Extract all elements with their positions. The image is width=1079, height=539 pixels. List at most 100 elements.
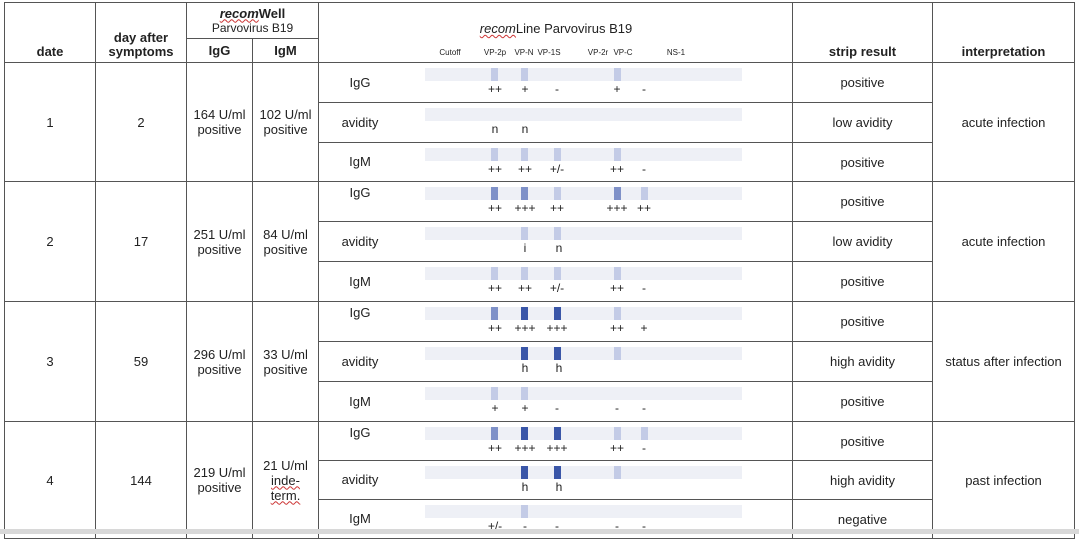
- band-score: -: [555, 401, 559, 415]
- cell-day: 2: [95, 62, 187, 182]
- band-score: +/-: [549, 281, 565, 295]
- test-strip: [425, 387, 742, 400]
- band-score: -: [555, 82, 559, 96]
- strip-result-value: positive: [840, 274, 885, 289]
- strip-band: [614, 466, 621, 479]
- band-score: +++: [514, 201, 536, 215]
- strip-cell: IgG ++ +++ +++ ++ -: [318, 421, 793, 461]
- test-strip: [425, 466, 742, 479]
- strip-result-value: positive: [840, 433, 885, 449]
- strip-row: 3 59 296 U/ml positive 33 U/ml positive IgG ++ +…: [4, 301, 1075, 422]
- interpretation-value: acute infection: [961, 114, 1046, 130]
- igm-value: 33 U/ml: [263, 346, 308, 362]
- band-score: ++: [549, 201, 565, 215]
- test-strip: [425, 505, 742, 518]
- recomwell-title: recomWell: [187, 6, 318, 21]
- day-value: 144: [130, 472, 152, 488]
- strip-result-value: low avidity: [832, 115, 893, 130]
- test-strip: [425, 307, 742, 320]
- igg-status: positive: [197, 361, 242, 377]
- test-strip: [425, 108, 742, 121]
- band-score: -: [642, 162, 646, 176]
- band-label-vp1s: VP-1S: [537, 48, 561, 57]
- cell-igm-elisa: 84 U/ml positive: [252, 181, 319, 302]
- band-score: ++: [487, 321, 503, 335]
- strip-band: [521, 227, 528, 240]
- strip-cell: avidity h h: [318, 460, 793, 500]
- strip-band: [614, 307, 621, 320]
- igm-value: 84 U/ml: [263, 226, 308, 242]
- strip-cell: IgG ++ +++ ++ +++ ++: [318, 181, 793, 222]
- cell-strip-result: positive: [792, 381, 933, 422]
- strip-result-value: high avidity: [829, 472, 896, 488]
- igm-value: 21 U/ml: [263, 457, 308, 473]
- strip-band: [554, 427, 561, 440]
- band-label-vp2r: VP-2r: [587, 48, 609, 57]
- strip-result-value: positive: [840, 314, 885, 329]
- strip-band: [491, 387, 498, 400]
- igg-status: positive: [197, 122, 242, 137]
- strip-type-label: IgM: [349, 154, 371, 169]
- test-strip: [425, 347, 742, 360]
- header-date-label: date: [36, 44, 64, 59]
- cell-interpretation: past infection: [932, 421, 1075, 539]
- strip-result-value: negative: [837, 511, 888, 527]
- strip-band: [614, 267, 621, 280]
- igg-value: 164 U/ml: [193, 107, 246, 122]
- header-day-label: day after symptoms: [108, 30, 174, 59]
- strip-band: [614, 148, 621, 161]
- interpretation-value: acute infection: [961, 234, 1046, 249]
- strip-result-value: positive: [840, 154, 885, 170]
- strip-band: [641, 187, 648, 200]
- strip-row: IgM ++ ++ +/- ++ - positive: [5, 142, 1075, 182]
- day-value: 17: [133, 234, 149, 249]
- header-igm-label: IgM: [274, 43, 297, 58]
- band-score: -: [642, 441, 646, 455]
- strip-type-label: IgG: [349, 425, 371, 440]
- date-value: 1: [46, 114, 54, 130]
- header-igm: IgM: [252, 38, 319, 63]
- cell-interpretation: acute infection: [932, 181, 1075, 302]
- parvovirus-results-table: date day after symptoms recomWell Parvov…: [4, 2, 1075, 539]
- test-strip: [425, 148, 742, 161]
- header-interpretation: interpretation: [932, 2, 1075, 63]
- band-label-vpc: VP-C: [613, 48, 633, 57]
- strip-band: [554, 148, 561, 161]
- header-recomline: recomLine Parvovirus B19 Cutoff VP-2p VP…: [318, 2, 793, 63]
- cell-date: 2: [4, 181, 96, 302]
- strip-band: [521, 267, 528, 280]
- strip-cell: IgG ++ + - + -: [318, 62, 793, 103]
- strip-band: [521, 347, 528, 360]
- strip-type-label: IgG: [349, 305, 371, 320]
- day-value: 2: [137, 114, 145, 130]
- band-score: h: [521, 361, 529, 375]
- bottom-scroll-area: [0, 529, 1079, 534]
- cell-interpretation: status after infection: [932, 301, 1075, 422]
- band-label-ns1: NS-1: [666, 48, 686, 57]
- results-table-wrapper: date day after symptoms recomWell Parvov…: [4, 2, 1075, 539]
- strip-row: avidity h h high avidity: [5, 460, 1075, 500]
- band-score: -: [642, 82, 646, 96]
- band-score: i: [523, 241, 527, 255]
- cell-igg-elisa: 251 U/ml positive: [186, 181, 253, 302]
- cell-date: 1: [4, 62, 96, 182]
- interpretation-value: status after infection: [945, 354, 1062, 369]
- band-score: +: [491, 401, 499, 415]
- band-score: +: [640, 321, 648, 335]
- band-score: ++: [487, 201, 503, 215]
- band-score: +: [613, 82, 621, 96]
- strip-type-label: IgM: [349, 394, 371, 409]
- igm-status: positive: [263, 241, 308, 257]
- igm-value: 102 U/ml: [259, 107, 312, 122]
- test-strip: [425, 227, 742, 240]
- date-value: 2: [46, 234, 54, 249]
- strip-result-value: positive: [840, 194, 885, 209]
- band-score: ++: [636, 201, 652, 215]
- strip-band: [521, 187, 528, 200]
- band-score: +++: [514, 441, 536, 455]
- test-strip: [425, 68, 742, 81]
- strip-band: [491, 267, 498, 280]
- cell-strip-result: low avidity: [792, 102, 933, 143]
- band-score: ++: [487, 441, 503, 455]
- strip-band: [521, 148, 528, 161]
